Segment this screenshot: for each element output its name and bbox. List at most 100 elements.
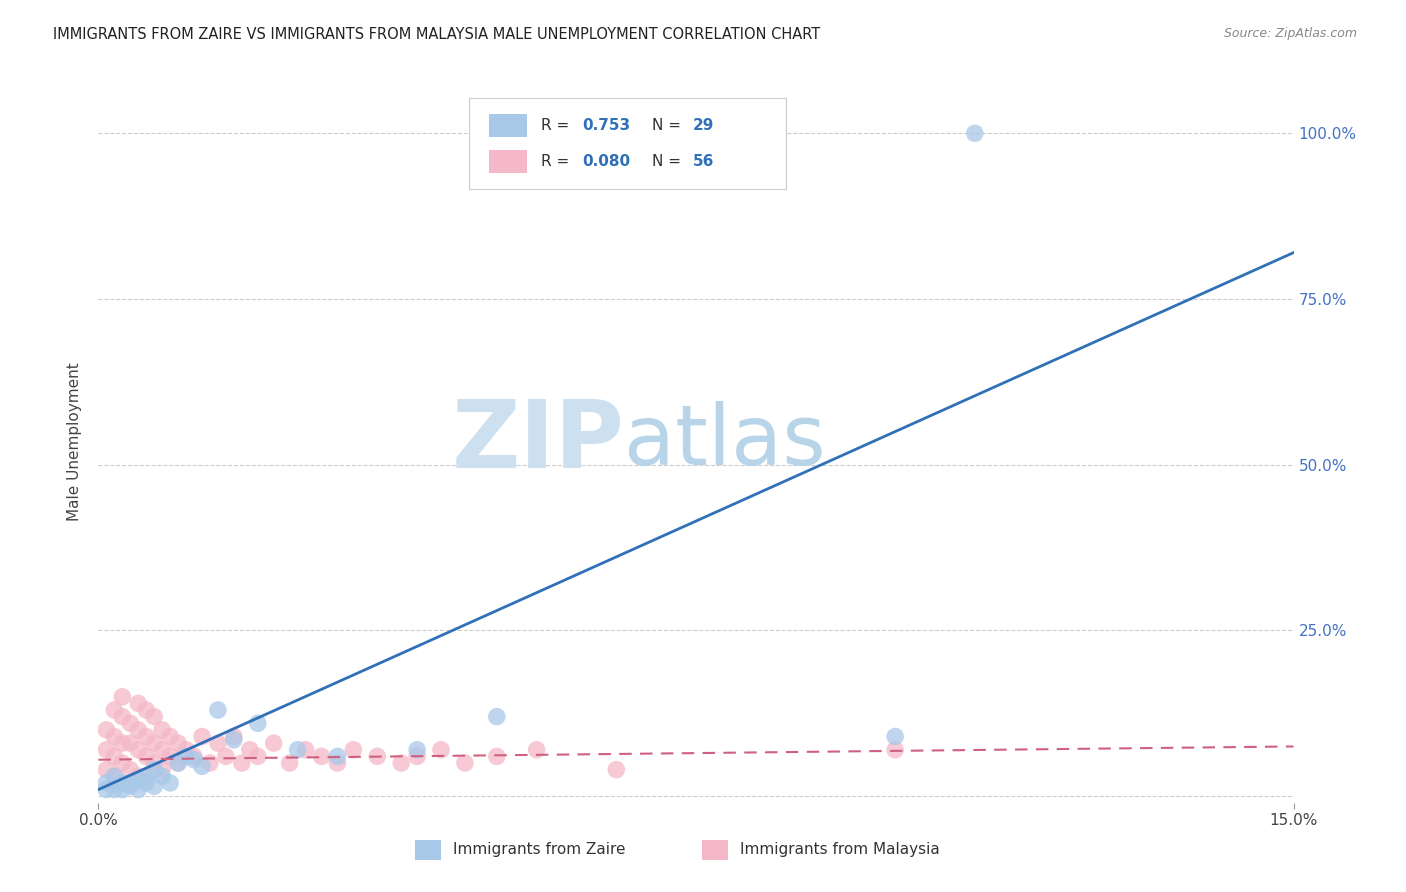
Text: Immigrants from Malaysia: Immigrants from Malaysia xyxy=(740,842,941,857)
Point xyxy=(183,749,205,764)
Point xyxy=(111,756,134,770)
Point xyxy=(174,749,197,764)
Point xyxy=(120,763,142,777)
Point xyxy=(135,776,157,790)
Point xyxy=(143,779,166,793)
Point xyxy=(485,709,508,723)
Point xyxy=(103,749,125,764)
Text: N =: N = xyxy=(652,118,686,133)
Point xyxy=(263,736,285,750)
Point xyxy=(231,756,253,770)
Point xyxy=(111,782,134,797)
Point xyxy=(135,703,157,717)
Point xyxy=(246,749,269,764)
Point xyxy=(143,736,166,750)
Text: Source: ZipAtlas.com: Source: ZipAtlas.com xyxy=(1223,27,1357,40)
Point xyxy=(96,763,118,777)
Point xyxy=(159,749,181,764)
Text: 56: 56 xyxy=(692,154,714,169)
Point xyxy=(167,756,190,770)
Point xyxy=(278,756,301,770)
Y-axis label: Male Unemployment: Male Unemployment xyxy=(67,362,83,521)
Point xyxy=(135,749,157,764)
Point xyxy=(150,763,173,777)
Point xyxy=(215,749,238,764)
Point xyxy=(326,756,349,770)
Point xyxy=(96,743,118,757)
Text: R =: R = xyxy=(541,118,574,133)
Point xyxy=(366,749,388,764)
Point xyxy=(406,749,429,764)
Point xyxy=(342,743,364,757)
Point xyxy=(103,769,125,783)
Point xyxy=(103,782,125,797)
Point xyxy=(605,763,627,777)
Point xyxy=(96,776,118,790)
Point xyxy=(150,769,173,783)
FancyBboxPatch shape xyxy=(470,98,786,189)
Point xyxy=(120,776,142,790)
Point xyxy=(191,759,214,773)
Point xyxy=(127,769,149,783)
Point xyxy=(222,732,245,747)
Point xyxy=(326,749,349,764)
Point xyxy=(246,716,269,731)
Text: 0.080: 0.080 xyxy=(582,154,630,169)
Point xyxy=(127,782,149,797)
Point xyxy=(159,776,181,790)
Text: 29: 29 xyxy=(692,118,714,133)
Point xyxy=(207,703,229,717)
Point xyxy=(120,716,142,731)
Point xyxy=(311,749,333,764)
Point xyxy=(135,769,157,783)
Point xyxy=(96,723,118,737)
Point xyxy=(389,756,412,770)
Point xyxy=(103,769,125,783)
Point xyxy=(103,703,125,717)
Point xyxy=(222,730,245,744)
Point xyxy=(111,736,134,750)
Point xyxy=(430,743,453,757)
Point xyxy=(174,743,197,757)
Text: R =: R = xyxy=(541,154,574,169)
Point xyxy=(111,776,134,790)
Point xyxy=(287,743,309,757)
Point xyxy=(96,782,118,797)
Text: Immigrants from Zaire: Immigrants from Zaire xyxy=(453,842,626,857)
Point xyxy=(143,756,166,770)
Point xyxy=(884,730,907,744)
Text: atlas: atlas xyxy=(624,401,825,482)
Point xyxy=(111,709,134,723)
Point xyxy=(103,730,125,744)
Point xyxy=(127,723,149,737)
Point xyxy=(143,709,166,723)
Point xyxy=(884,743,907,757)
Point xyxy=(167,756,190,770)
Point xyxy=(406,743,429,757)
Point xyxy=(143,763,166,777)
Point xyxy=(454,756,477,770)
Point xyxy=(191,730,214,744)
Point xyxy=(963,126,986,140)
Point xyxy=(167,736,190,750)
Text: 0.753: 0.753 xyxy=(582,118,630,133)
Point xyxy=(198,756,221,770)
Point xyxy=(135,730,157,744)
Point xyxy=(526,743,548,757)
Point xyxy=(485,749,508,764)
Bar xyxy=(415,839,441,860)
Point xyxy=(183,753,205,767)
Point xyxy=(294,743,316,757)
Text: ZIP: ZIP xyxy=(451,395,624,488)
Point xyxy=(159,730,181,744)
Bar xyxy=(489,150,527,173)
Point xyxy=(111,690,134,704)
Point xyxy=(127,743,149,757)
Point xyxy=(150,723,173,737)
Point xyxy=(239,743,262,757)
Text: IMMIGRANTS FROM ZAIRE VS IMMIGRANTS FROM MALAYSIA MALE UNEMPLOYMENT CORRELATION : IMMIGRANTS FROM ZAIRE VS IMMIGRANTS FROM… xyxy=(53,27,821,42)
Bar xyxy=(702,839,728,860)
Point xyxy=(127,697,149,711)
Text: N =: N = xyxy=(652,154,686,169)
Point xyxy=(150,743,173,757)
